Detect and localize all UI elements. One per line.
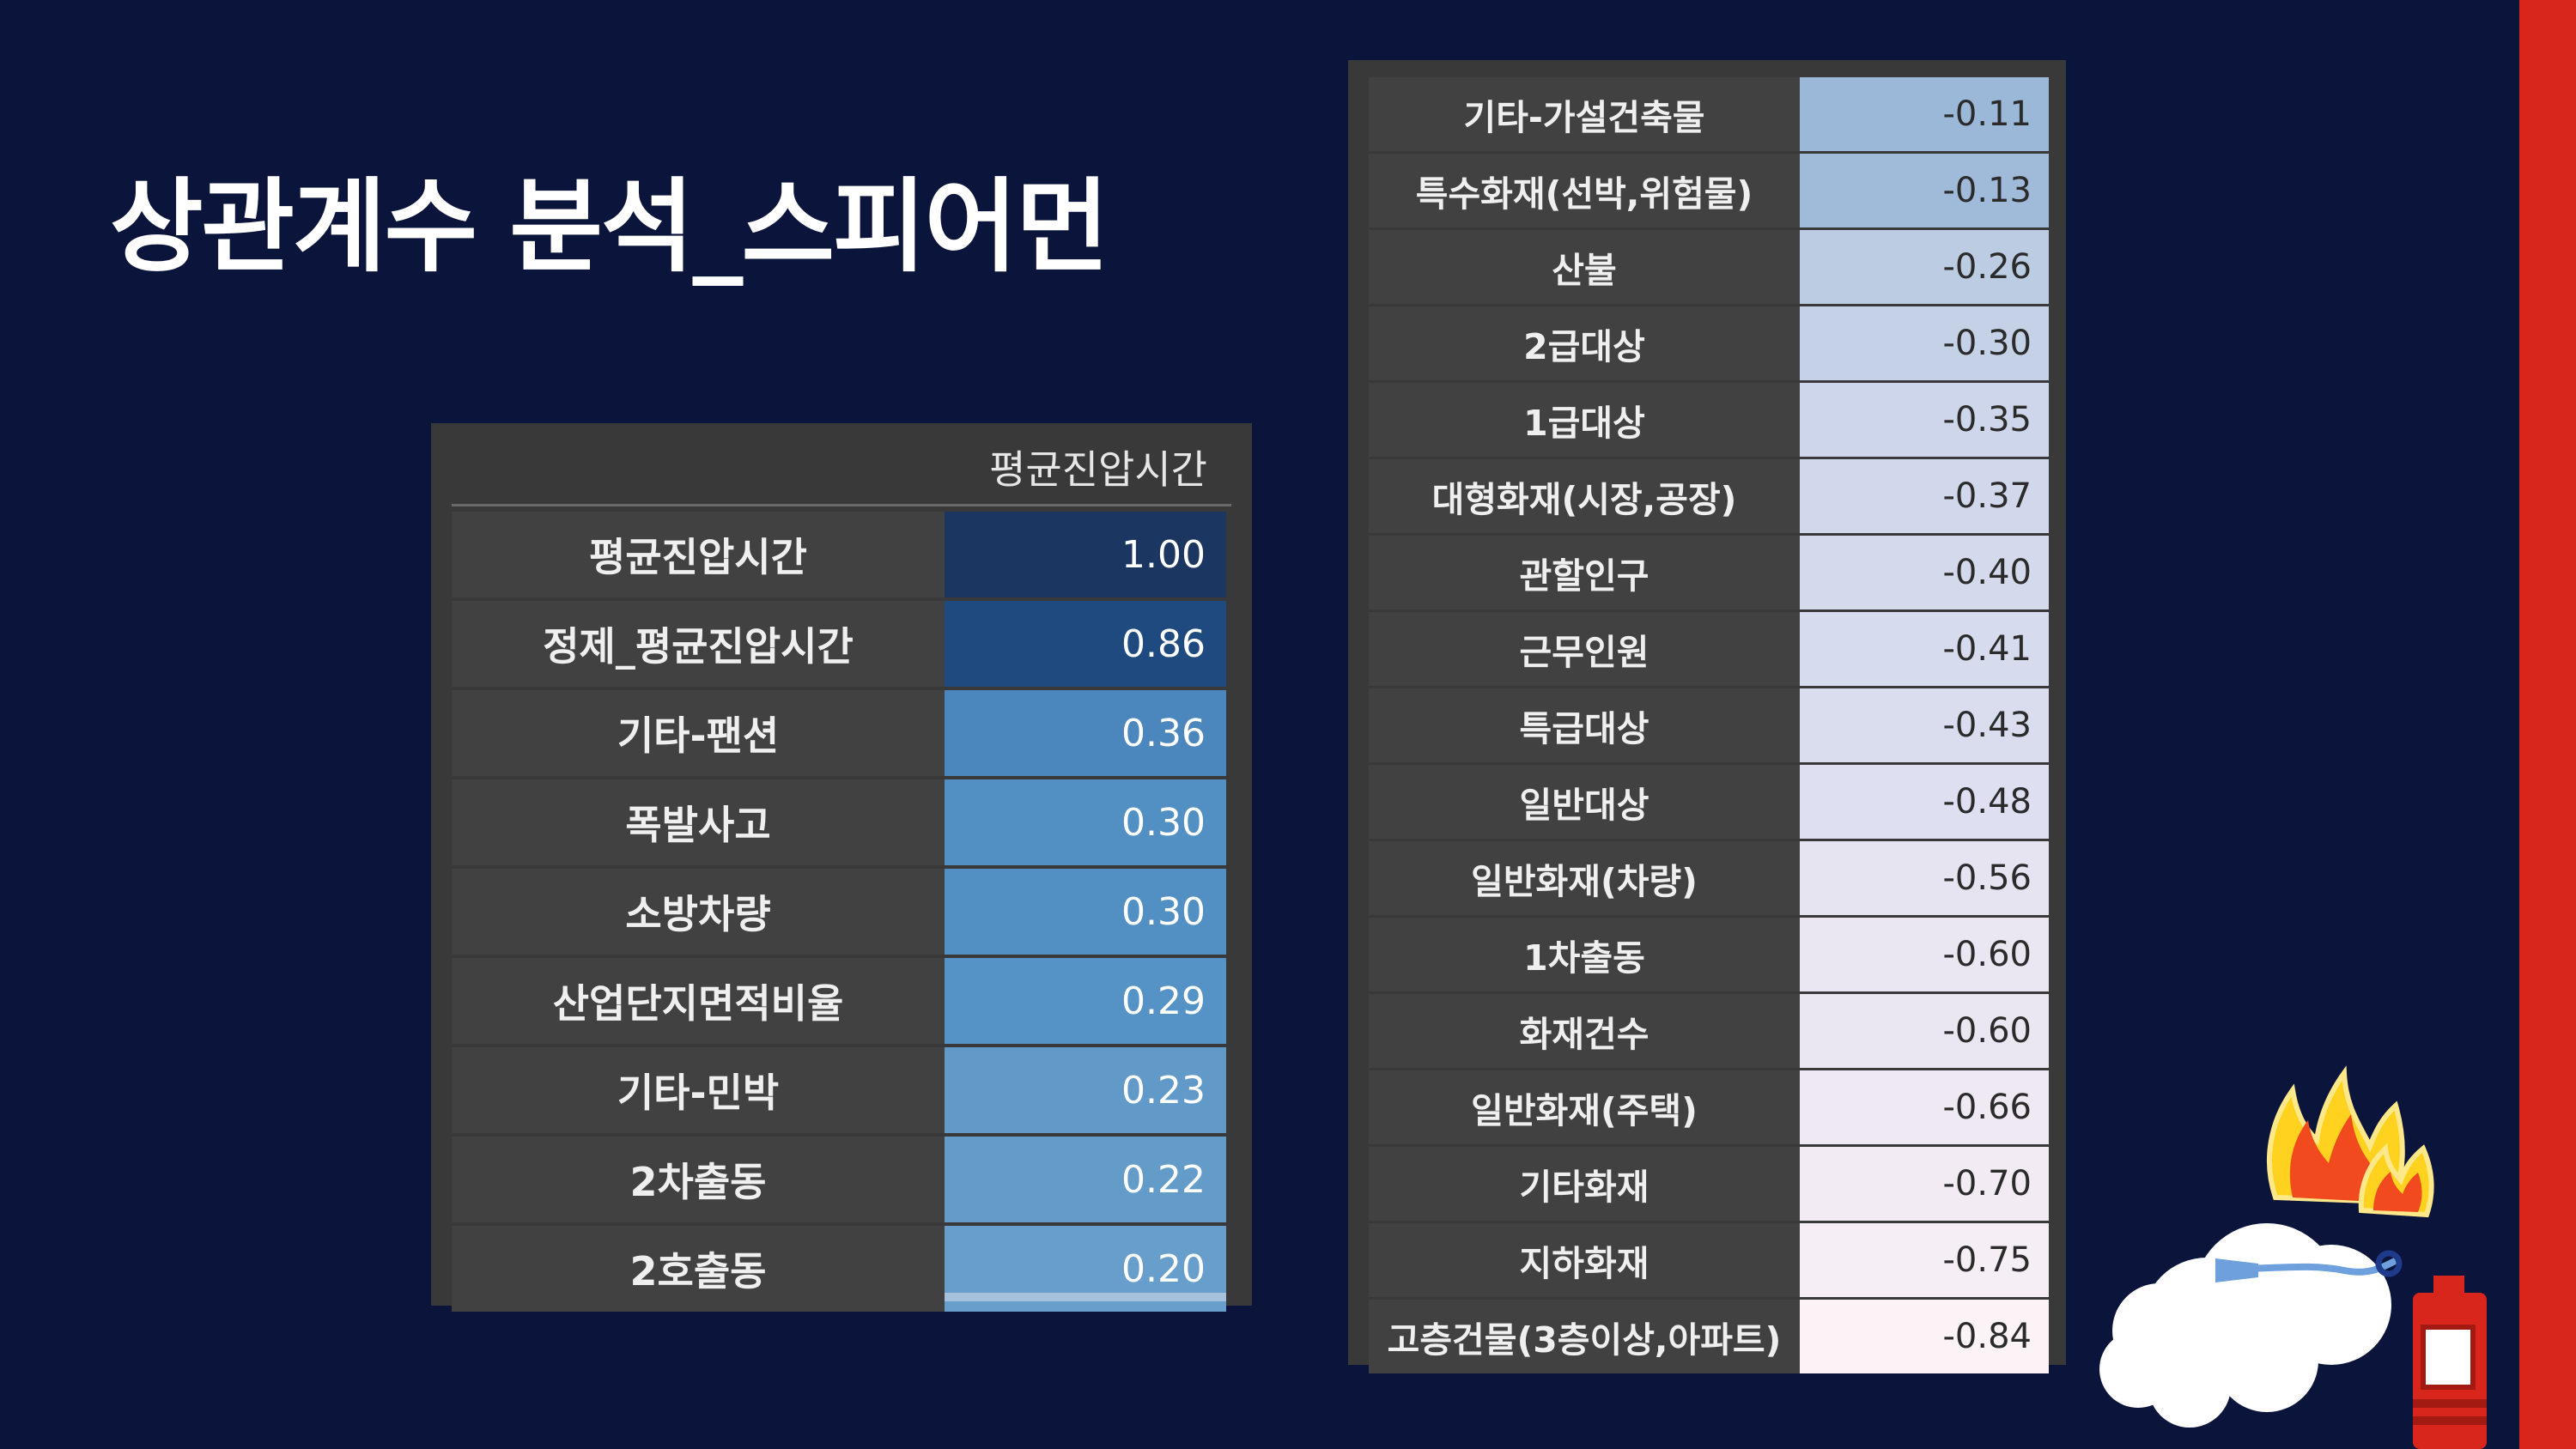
hose [2236, 1255, 2402, 1276]
correlation-value: -0.30 [1800, 306, 2049, 380]
correlation-value: -0.60 [1800, 918, 2049, 991]
correlation-value: -0.11 [1800, 77, 2049, 151]
row-label: 기타-민박 [452, 1047, 945, 1133]
table-overflow-edge [945, 1293, 1226, 1301]
correlation-value: 0.30 [945, 869, 1226, 955]
row-label: 일반화재(주택) [1369, 1070, 1800, 1144]
smoke-cloud [2099, 1223, 2391, 1428]
correlation-value: 1.00 [945, 512, 1226, 597]
correlation-value: -0.48 [1800, 765, 2049, 839]
table-row: 산불 -0.26 [1369, 230, 2049, 304]
correlation-value: -0.43 [1800, 688, 2049, 762]
row-label: 일반화재(차량) [1369, 841, 1800, 915]
row-label: 지하화재 [1369, 1223, 1800, 1297]
row-label: 기타-가설건축물 [1369, 77, 1800, 151]
correlation-value: 0.29 [945, 958, 1226, 1044]
table-row: 기타-민박 0.23 [452, 1047, 1226, 1133]
correlation-value: -0.35 [1800, 383, 2049, 457]
row-label: 산업단지면적비율 [452, 958, 945, 1044]
correlation-value: -0.70 [1800, 1147, 2049, 1221]
table-row: 고층건물(3층이상,아파트) -0.84 [1369, 1300, 2049, 1373]
row-label: 1차출동 [1369, 918, 1800, 991]
table-row: 폭발사고 0.30 [452, 779, 1226, 865]
row-label: 2호출동 [452, 1226, 945, 1312]
table-row: 대형화재(시장,공장) -0.37 [1369, 459, 2049, 533]
row-label: 평균진압시간 [452, 512, 945, 597]
table-row: 평균진압시간 1.00 [452, 512, 1226, 597]
row-label: 일반대상 [1369, 765, 1800, 839]
table-row: 1차출동 -0.60 [1369, 918, 2049, 991]
table-row: 일반대상 -0.48 [1369, 765, 2049, 839]
column-header: 평균진압시간 [989, 446, 1207, 493]
slide-title: 상관계수 분석_스피어먼 [110, 167, 1109, 286]
table-row: 특급대상 -0.43 [1369, 688, 2049, 762]
correlation-value: -0.26 [1800, 230, 2049, 304]
fire-extinguisher-icon [2099, 1065, 2487, 1449]
row-label: 기타화재 [1369, 1147, 1800, 1221]
row-label: 1급대상 [1369, 383, 1800, 457]
correlation-value: 0.23 [945, 1047, 1226, 1133]
table-row: 근무인원 -0.41 [1369, 612, 2049, 686]
correlation-value: -0.56 [1800, 841, 2049, 915]
correlation-value: -0.84 [1800, 1300, 2049, 1373]
row-label: 소방차량 [452, 869, 945, 955]
row-label: 근무인원 [1369, 612, 1800, 686]
table-row: 일반화재(주택) -0.66 [1369, 1070, 2049, 1144]
table-row: 2차출동 0.22 [452, 1137, 1226, 1222]
correlation-value: -0.66 [1800, 1070, 2049, 1144]
row-label: 2차출동 [452, 1137, 945, 1222]
row-label: 대형화재(시장,공장) [1369, 459, 1800, 533]
correlation-value: -0.41 [1800, 612, 2049, 686]
correlation-table-negative: 기타-가설건축물 -0.11 특수화재(선박,위험물) -0.13 산불 -0.26 2급대… [1348, 60, 2066, 1373]
correlation-value: 0.30 [945, 779, 1226, 865]
table-row: 1급대상 -0.35 [1369, 383, 2049, 457]
row-label: 산불 [1369, 230, 1800, 304]
hose-nozzle [2215, 1258, 2258, 1282]
row-label: 특수화재(선박,위험물) [1369, 154, 1800, 227]
correlation-value: 0.36 [945, 690, 1226, 776]
table-row: 소방차량 0.30 [452, 869, 1226, 955]
table-row: 2급대상 -0.30 [1369, 306, 2049, 380]
table-row: 지하화재 -0.75 [1369, 1223, 2049, 1297]
table-row: 2호출동 0.20 [452, 1226, 1226, 1312]
row-label: 기타-팬션 [452, 690, 945, 776]
table-row: 특수화재(선박,위험물) -0.13 [1369, 154, 2049, 227]
table-header: 평균진압시간 [431, 423, 1252, 506]
header-divider [452, 504, 1231, 506]
table-row: 정제_평균진압시간 0.86 [452, 601, 1226, 687]
row-label: 2급대상 [1369, 306, 1800, 380]
correlation-value: -0.75 [1800, 1223, 2049, 1297]
row-label: 정제_평균진압시간 [452, 601, 945, 687]
row-label: 고층건물(3층이상,아파트) [1369, 1300, 1800, 1373]
accent-bar [2519, 0, 2576, 1449]
table-row: 기타화재 -0.70 [1369, 1147, 2049, 1221]
table-row: 일반화재(차량) -0.56 [1369, 841, 2049, 915]
correlation-value: -0.40 [1800, 536, 2049, 609]
correlation-value: 0.22 [945, 1137, 1226, 1222]
correlation-value: -0.60 [1800, 994, 2049, 1068]
row-label: 화재건수 [1369, 994, 1800, 1068]
correlation-table-positive: 평균진압시간 평균진압시간 1.00 정제_평균진압시간 0.86 기타-팬션 0.36 폭… [431, 423, 1252, 1312]
table-row: 산업단지면적비율 0.29 [452, 958, 1226, 1044]
row-label: 관할인구 [1369, 536, 1800, 609]
correlation-value: 0.86 [945, 601, 1226, 687]
row-label: 폭발사고 [452, 779, 945, 865]
correlation-value: -0.13 [1800, 154, 2049, 227]
correlation-value: -0.37 [1800, 459, 2049, 533]
table-row: 기타-가설건축물 -0.11 [1369, 77, 2049, 151]
table-row: 관할인구 -0.40 [1369, 536, 2049, 609]
row-label: 특급대상 [1369, 688, 1800, 762]
table-row: 화재건수 -0.60 [1369, 994, 2049, 1068]
table-row: 기타-팬션 0.36 [452, 690, 1226, 776]
